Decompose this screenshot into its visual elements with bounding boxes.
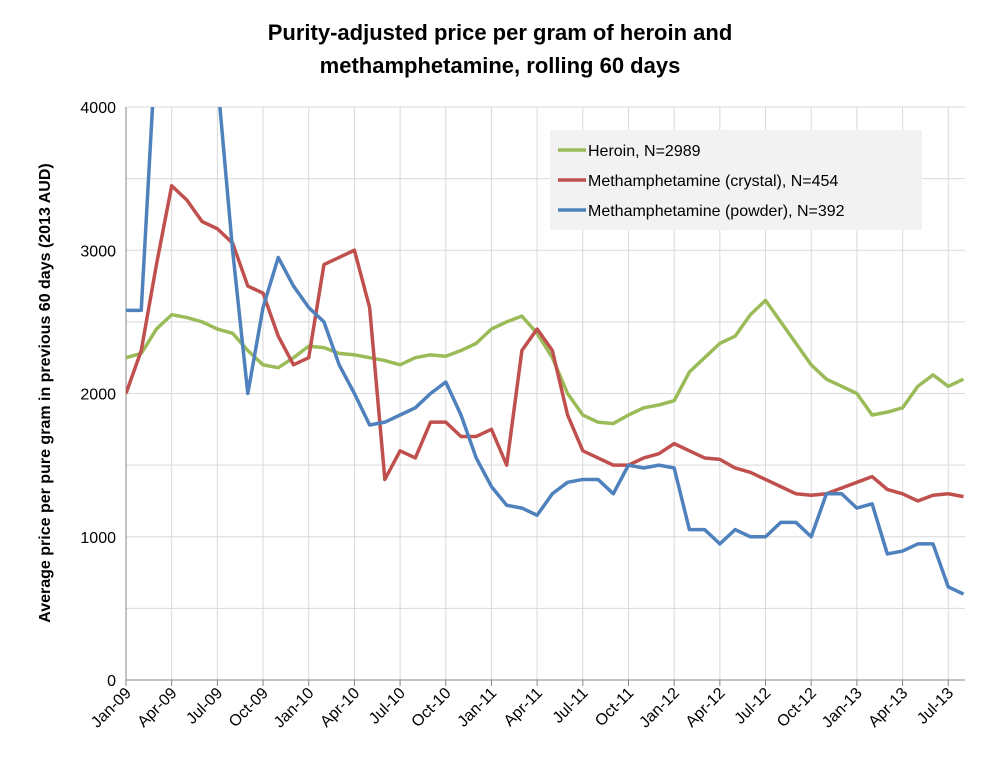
line-series (126, 298, 965, 426)
x-tick-label: Oct-10 (409, 685, 455, 731)
x-tick-label: Oct-12 (774, 685, 820, 731)
y-tick-label: 1000 (80, 530, 116, 547)
legend-label: Methamphetamine (powder), N=392 (588, 203, 845, 220)
x-tick-label: Apr-10 (317, 685, 363, 731)
legend-label: Methamphetamine (crystal), N=454 (588, 173, 838, 190)
y-tick-label: 2000 (80, 387, 116, 404)
x-tick-label: Jan-10 (271, 685, 318, 732)
x-tick-label: Jan-09 (88, 685, 135, 732)
x-tick-label: Jul-09 (183, 685, 226, 728)
legend-box (550, 130, 922, 230)
x-tick-label: Oct-09 (226, 685, 272, 731)
x-tick-label: Apr-09 (135, 685, 181, 731)
chart-title: Purity-adjusted price per gram of heroin… (268, 20, 733, 45)
x-tick-label: Jul-11 (550, 685, 592, 727)
x-tick-label: Apr-11 (501, 685, 546, 730)
y-tick-label: 0 (107, 673, 116, 690)
x-tick-label: Apr-12 (683, 685, 729, 731)
x-tick-label: Jul-10 (366, 685, 409, 728)
legend-label: Heroin, N=2989 (588, 143, 701, 160)
x-tick-label: Jan-13 (819, 685, 866, 732)
chart-title: methamphetamine, rolling 60 days (320, 53, 681, 78)
x-tick-label: Jan-11 (454, 685, 500, 731)
y-tick-label: 4000 (80, 100, 116, 117)
y-tick-label: 3000 (80, 243, 116, 260)
line-series (126, 107, 965, 596)
y-axis-label: Average price per pure gram in previous … (37, 163, 54, 622)
x-tick-label: Jul-12 (732, 685, 775, 728)
x-tick-label: Oct-11 (592, 685, 637, 730)
x-tick-label: Jan-12 (636, 685, 683, 732)
plot-area (126, 107, 965, 596)
x-tick-label: Apr-13 (865, 685, 911, 731)
x-tick-label: Jul-13 (914, 685, 957, 728)
